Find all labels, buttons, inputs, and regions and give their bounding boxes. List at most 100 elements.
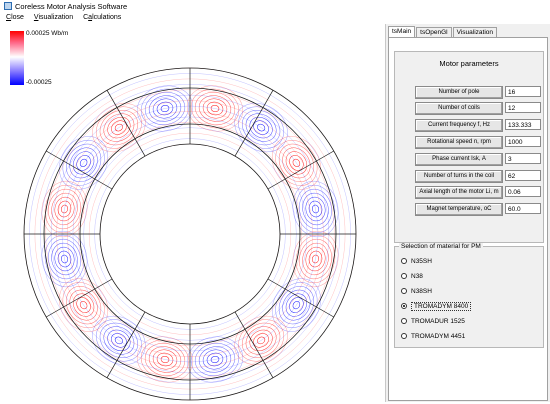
material-option-tromadym-4451[interactable]: TROMADYM 4451 xyxy=(401,331,465,341)
field-contour-line xyxy=(136,85,194,132)
field-contour-line xyxy=(62,140,105,186)
current-frequency-field[interactable]: 133.333 xyxy=(505,119,541,130)
number-of-coils-button[interactable]: Number of coils xyxy=(415,102,503,115)
material-option-label: N38 xyxy=(411,272,423,280)
field-contour-line xyxy=(160,356,170,363)
field-contour-line xyxy=(59,136,109,190)
field-contour-line xyxy=(202,349,228,370)
magnet-temperature-field[interactable]: 60.0 xyxy=(505,203,541,214)
radio-button-selected[interactable] xyxy=(401,303,407,309)
tab-tsmain[interactable]: tsMain xyxy=(388,26,416,38)
field-contour-line xyxy=(238,106,284,149)
field-contour-line xyxy=(76,155,91,171)
rotational-speed-button[interactable]: Rotational speed n, rpm xyxy=(415,136,503,149)
field-contour-line xyxy=(51,192,78,226)
field-contour-line xyxy=(69,147,98,179)
field-contour-line xyxy=(202,98,228,119)
field-contour-line xyxy=(136,336,194,383)
field-contour-line xyxy=(238,319,284,362)
field-contour-line xyxy=(257,123,266,132)
field-contour-line xyxy=(302,192,329,226)
field-contour-line xyxy=(253,333,269,348)
turns-in-coil-field[interactable]: 62 xyxy=(505,170,541,181)
field-contour-line xyxy=(103,113,135,142)
magnet-temperature-button[interactable]: Magnet temperature, oC xyxy=(415,203,503,216)
field-contour-line xyxy=(234,315,288,365)
axial-length-button[interactable]: Axial length of the motor Li, m xyxy=(415,186,503,199)
material-option-tromadur-1525[interactable]: TROMADUR 1525 xyxy=(401,316,465,326)
field-contour-line xyxy=(79,301,88,310)
app-icon xyxy=(4,2,12,10)
field-contour-line xyxy=(152,349,178,370)
field-contour-line xyxy=(114,336,123,345)
current-frequency-button[interactable]: Current frequency f, Hz xyxy=(415,119,503,132)
field-contour-line xyxy=(69,289,98,321)
field-contour-line xyxy=(190,339,240,380)
field-contour-line xyxy=(282,289,311,321)
radio-button[interactable] xyxy=(401,288,407,294)
field-contour-line xyxy=(206,101,224,116)
field-contour-line xyxy=(289,297,304,313)
number-of-coils-field[interactable]: 12 xyxy=(505,102,541,113)
field-contour-line xyxy=(114,123,123,132)
field-contour-line xyxy=(186,336,244,383)
field-contour-line xyxy=(41,180,88,238)
phase-current-button[interactable]: Phase current Isk, A xyxy=(415,153,503,166)
radio-button[interactable] xyxy=(401,333,407,339)
field-contour-line xyxy=(99,110,139,146)
material-option-label: N35SH xyxy=(411,257,432,265)
material-option-n35sh[interactable]: N35SH xyxy=(401,256,432,266)
field-contour-line xyxy=(92,103,146,153)
field-contour-line xyxy=(249,329,273,352)
radio-button[interactable] xyxy=(401,258,407,264)
rotational-speed-field[interactable]: 1000 xyxy=(505,136,541,147)
material-option-n38[interactable]: N38 xyxy=(401,271,423,281)
radio-button[interactable] xyxy=(401,273,407,279)
menu-close[interactable]: Close xyxy=(6,14,24,21)
field-contour-line xyxy=(292,180,339,238)
field-contour-line xyxy=(57,200,72,218)
field-contour-line xyxy=(99,322,139,358)
field-contour-line xyxy=(299,188,332,230)
field-contour-line xyxy=(103,326,135,355)
param-row: Current frequency f, Hz 133.333 xyxy=(395,119,543,132)
field-contour-line xyxy=(156,352,174,367)
field-contour-line xyxy=(275,140,318,186)
coil-divider xyxy=(106,90,146,157)
field-contour-line xyxy=(206,352,224,367)
title-bar: Coreless Motor Analysis Software xyxy=(0,0,550,12)
material-option-tromadym-8400[interactable]: TROMADYM 8400 xyxy=(401,301,472,311)
field-contour-line xyxy=(198,346,232,373)
tab-tsopengl[interactable]: tsOpenGl xyxy=(416,27,452,38)
menu-visualization[interactable]: Visualization xyxy=(33,14,74,21)
window-title: Coreless Motor Analysis Software xyxy=(15,1,128,11)
number-of-pole-button[interactable]: Number of pole xyxy=(415,86,503,99)
field-contour-line xyxy=(51,242,78,276)
field-contour-line xyxy=(48,188,81,230)
turns-in-coil-button[interactable]: Number of turns in the coil xyxy=(415,170,503,183)
number-of-pole-field[interactable]: 16 xyxy=(505,86,541,97)
right-panel: tsMain tsOpenGl Visualization Motor para… xyxy=(385,24,550,402)
axial-length-field[interactable]: 0.06 xyxy=(505,186,541,197)
radio-button[interactable] xyxy=(401,318,407,324)
field-contour-line xyxy=(312,254,319,264)
field-contour-line xyxy=(156,101,174,116)
menu-calculations[interactable]: Calculations xyxy=(83,14,122,21)
field-contour-line xyxy=(278,285,314,325)
coil-divider xyxy=(46,150,113,190)
field-contour-line xyxy=(308,250,323,268)
phase-current-field[interactable]: 3 xyxy=(505,153,541,164)
field-plot[interactable] xyxy=(0,24,385,402)
field-contour-line xyxy=(186,85,244,132)
field-contour-line xyxy=(111,120,127,135)
field-contour-line xyxy=(107,116,131,139)
tab-visualization[interactable]: Visualization xyxy=(452,27,498,38)
coil-divider xyxy=(234,311,274,378)
field-contour-line xyxy=(54,196,75,222)
param-row: Number of coils 12 xyxy=(395,102,543,115)
material-option-n38sh[interactable]: N38SH xyxy=(401,286,432,296)
coil-divider xyxy=(267,278,334,318)
field-contour-line xyxy=(295,234,336,284)
field-contour-line xyxy=(92,315,146,365)
field-contour-line xyxy=(160,105,170,112)
